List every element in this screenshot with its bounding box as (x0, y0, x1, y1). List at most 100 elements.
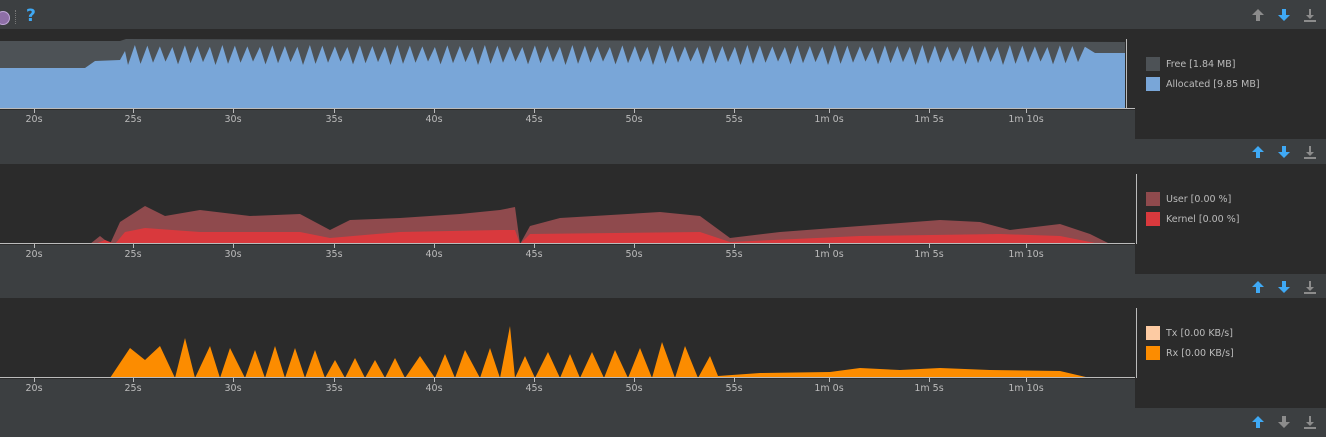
network-chart (0, 326, 1090, 378)
axis-tick-label: 1m 0s (814, 249, 844, 260)
axis-tick-mark (534, 377, 535, 382)
axis-tick-mark (929, 377, 930, 382)
axis-tick-mark (829, 108, 830, 113)
legend-item-user: User [0.00 %] (1146, 189, 1239, 209)
axis-tick-label: 1m 5s (914, 114, 944, 125)
axis-tick-label: 1m 10s (1008, 249, 1044, 260)
axis-tick-label: 45s (525, 114, 543, 125)
axis-tick-label: 55s (725, 114, 743, 125)
axis-tick-label: 20s (25, 383, 43, 394)
axis-tick-mark (734, 377, 735, 382)
move-up-icon[interactable] (1250, 414, 1266, 430)
axis-tick-mark (233, 243, 234, 248)
help-icon[interactable]: ? (26, 6, 36, 26)
legend-allocated-label: Allocated [9.85 MB] (1166, 78, 1260, 90)
cpu-chart-right-border (1136, 174, 1137, 244)
collapse-icon[interactable] (1302, 7, 1318, 23)
axis-tick-label: 1m 0s (814, 383, 844, 394)
cpu-chart (0, 206, 1125, 244)
tx-swatch (1146, 326, 1160, 340)
memory-chart-panel: Free [1.84 MB] Allocated [9.85 MB] (0, 29, 1326, 139)
move-down-icon[interactable] (1276, 414, 1292, 430)
axis-tick-mark (1026, 243, 1027, 248)
axis-tick-mark (534, 243, 535, 248)
axis-tick-label: 30s (224, 383, 242, 394)
axis-tick-label: 25s (124, 383, 142, 394)
cpu-legend: User [0.00 %] Kernel [0.00 %] (1146, 189, 1239, 229)
axis-tick-label: 25s (124, 249, 142, 260)
toolbar-separator (15, 10, 17, 24)
move-down-icon[interactable] (1276, 144, 1292, 160)
axis-tick-mark (634, 108, 635, 113)
axis-tick-mark (434, 108, 435, 113)
cpu-panel-actions (1250, 144, 1318, 160)
axis-tick-label: 35s (325, 114, 343, 125)
axis-tick-label: 45s (525, 249, 543, 260)
axis-baseline (0, 243, 1135, 244)
axis-tick-mark (634, 243, 635, 248)
axis-tick-mark (334, 377, 335, 382)
axis-tick-label: 40s (425, 383, 443, 394)
move-up-icon[interactable] (1250, 7, 1266, 23)
network-legend: Tx [0.00 KB/s] Rx [0.00 KB/s] (1146, 323, 1234, 363)
axis-tick-mark (734, 243, 735, 248)
collapse-icon[interactable] (1302, 144, 1318, 160)
garbage-collect-icon[interactable] (0, 11, 10, 25)
axis-tick-mark (929, 108, 930, 113)
axis-tick-label: 20s (25, 114, 43, 125)
axis-tick-label: 50s (625, 114, 643, 125)
legend-free-label: Free [1.84 MB] (1166, 58, 1236, 70)
axis-tick-label: 1m 5s (914, 249, 944, 260)
axis-tick-mark (34, 377, 35, 382)
axis-tick-label: 30s (224, 114, 242, 125)
legend-kernel-label: Kernel [0.00 %] (1166, 213, 1240, 225)
network-time-axis: 20s 25s 30s 35s 40s 45s 50s 55s 1m 0s 1m 5s 1m 10s (0, 377, 1135, 409)
axis-baseline (0, 108, 1135, 109)
axis-tick-mark (634, 377, 635, 382)
allocated-swatch (1146, 77, 1160, 91)
axis-tick-mark (1026, 108, 1027, 113)
move-down-icon[interactable] (1276, 279, 1292, 295)
axis-tick-mark (929, 243, 930, 248)
cpu-kernel-area (0, 228, 1125, 244)
axis-tick-label: 1m 5s (914, 383, 944, 394)
axis-tick-label: 1m 10s (1008, 383, 1044, 394)
axis-tick-label: 40s (425, 114, 443, 125)
axis-tick-mark (133, 108, 134, 113)
memory-panel-actions (1250, 7, 1318, 23)
memory-legend: Free [1.84 MB] Allocated [9.85 MB] (1146, 54, 1260, 94)
network-chart-right-border (1136, 308, 1137, 378)
axis-tick-label: 55s (725, 383, 743, 394)
move-up-icon[interactable] (1250, 279, 1266, 295)
axis-tick-label: 20s (25, 249, 43, 260)
move-up-icon[interactable] (1250, 144, 1266, 160)
legend-item-tx: Tx [0.00 KB/s] (1146, 323, 1234, 343)
axis-tick-mark (34, 243, 35, 248)
move-down-icon[interactable] (1276, 7, 1292, 23)
axis-tick-label: 1m 10s (1008, 114, 1044, 125)
user-swatch (1146, 192, 1160, 206)
axis-tick-mark (133, 377, 134, 382)
free-swatch (1146, 57, 1160, 71)
axis-tick-mark (434, 377, 435, 382)
memory-chart-right-border (1126, 39, 1127, 109)
memory-chart (0, 39, 1125, 108)
network-panel-actions (1250, 279, 1318, 295)
legend-item-allocated: Allocated [9.85 MB] (1146, 74, 1260, 94)
axis-tick-mark (1026, 377, 1027, 382)
collapse-icon[interactable] (1302, 414, 1318, 430)
axis-tick-mark (133, 243, 134, 248)
legend-user-label: User [0.00 %] (1166, 193, 1232, 205)
axis-tick-label: 30s (224, 249, 242, 260)
collapse-icon[interactable] (1302, 279, 1318, 295)
axis-tick-label: 45s (525, 383, 543, 394)
axis-tick-mark (34, 108, 35, 113)
axis-tick-mark (534, 108, 535, 113)
axis-tick-label: 55s (725, 249, 743, 260)
kernel-swatch (1146, 212, 1160, 226)
legend-item-free: Free [1.84 MB] (1146, 54, 1260, 74)
memory-time-axis: 20s 25s 30s 35s 40s 45s 50s 55s 1m 0s 1m 5s 1m 10s (0, 108, 1135, 140)
axis-tick-mark (233, 377, 234, 382)
legend-item-kernel: Kernel [0.00 %] (1146, 209, 1239, 229)
axis-tick-label: 1m 0s (814, 114, 844, 125)
